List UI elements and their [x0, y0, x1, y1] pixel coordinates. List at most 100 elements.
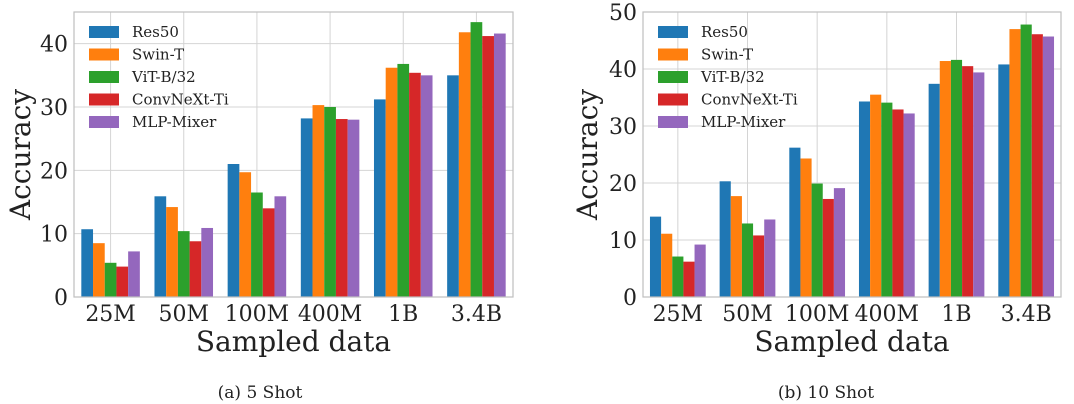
- bar: [858, 101, 871, 298]
- legend-swatch: [658, 26, 688, 38]
- bar: [312, 105, 325, 297]
- panel-10-shot: 0 10 20 30 40 50 25M 50M 100M 400M 1B 3.4B Sampled d…: [571, 1, 1062, 403]
- bar: [470, 22, 483, 298]
- plot-area: [74, 12, 513, 297]
- plot-frame: [73, 11, 514, 298]
- bar: [397, 63, 410, 297]
- bar: [649, 216, 662, 297]
- x-tick-label: 3.4B: [451, 302, 502, 327]
- bar: [227, 164, 240, 297]
- plot-frame: [642, 11, 1062, 298]
- bar: [661, 233, 673, 297]
- bar: [719, 181, 731, 297]
- y-axis-label: Accuracy: [571, 89, 604, 221]
- bar: [493, 33, 506, 298]
- legend: Res50 Swin-T ViT-B/32 ConvNeXt-Ti MLP-Mixer: [658, 23, 798, 131]
- bar: [482, 36, 494, 298]
- bar: [409, 72, 421, 297]
- bar: [201, 227, 214, 297]
- legend-swatch: [89, 116, 119, 128]
- legend-label: ConvNeXt-Ti: [132, 91, 229, 109]
- bar: [300, 118, 313, 298]
- legend-label: Res50: [701, 23, 748, 41]
- bar: [764, 219, 776, 297]
- legend-swatch: [658, 71, 688, 83]
- legend-swatch: [658, 93, 688, 106]
- y-tick-label: 40: [609, 58, 637, 83]
- bar: [870, 94, 882, 298]
- x-axis-label: Sampled data: [754, 325, 949, 358]
- bar: [458, 32, 471, 298]
- bar: [177, 231, 190, 297]
- bar: [447, 75, 459, 297]
- bar: [694, 244, 706, 297]
- legend-swatch: [89, 26, 119, 38]
- bar: [81, 229, 94, 297]
- legend-swatch: [658, 116, 688, 128]
- legend-label: ConvNeXt-Ti: [701, 91, 798, 109]
- x-tick-label: 1B: [388, 302, 418, 327]
- panel-5-shot: 0 10 20 30 40 25M 50M 100M 400M 1B 3.4B Sampled dat…: [4, 11, 514, 403]
- bar: [420, 75, 433, 297]
- bar: [822, 198, 834, 297]
- x-tick-label: 100M: [785, 302, 850, 327]
- bar: [928, 83, 940, 297]
- x-tick-label: 1B: [941, 302, 971, 327]
- bar: [939, 61, 951, 297]
- bar: [1042, 36, 1055, 297]
- y-tick-label: 0: [54, 286, 68, 311]
- bar: [683, 261, 695, 297]
- x-axis-label: Sampled data: [196, 325, 391, 358]
- bar: [93, 243, 105, 297]
- bar: [154, 196, 167, 297]
- y-tick-label: 30: [609, 115, 637, 140]
- bar: [672, 256, 684, 297]
- bar: [892, 109, 904, 297]
- bar: [116, 266, 129, 297]
- bar: [104, 262, 117, 297]
- bar: [903, 113, 915, 298]
- bar: [881, 102, 893, 297]
- bar: [262, 208, 275, 297]
- bar: [251, 192, 263, 297]
- legend-label: ViT-B/32: [131, 68, 196, 86]
- subfigure-caption: (a) 5 Shot: [218, 383, 303, 403]
- y-axis-label: Accuracy: [4, 89, 37, 221]
- y-tick-label: 50: [609, 1, 637, 26]
- legend-label: MLP-Mixer: [132, 113, 217, 131]
- bar: [1031, 34, 1043, 297]
- x-tick-label: 50M: [158, 302, 209, 327]
- legend-swatch: [658, 48, 688, 61]
- y-tick-label: 30: [40, 96, 68, 121]
- bar: [335, 119, 348, 298]
- bar: [347, 119, 360, 298]
- subfigure-caption: (b) 10 Shot: [778, 383, 874, 403]
- legend-swatch: [89, 93, 119, 106]
- y-tick-label: 0: [623, 286, 637, 311]
- bar: [741, 223, 754, 297]
- bar: [998, 64, 1010, 297]
- bar: [1009, 29, 1021, 297]
- y-tick-label: 40: [40, 33, 68, 58]
- y-tick-label: 10: [40, 223, 68, 248]
- bar: [274, 196, 287, 297]
- bar: [730, 196, 742, 297]
- bar: [373, 99, 386, 298]
- bar: [324, 107, 336, 297]
- x-tick-label: 400M: [855, 302, 920, 327]
- bar: [189, 241, 202, 297]
- legend-swatch: [89, 71, 119, 83]
- y-tick-label: 20: [609, 172, 637, 197]
- bar: [166, 207, 178, 297]
- bar: [833, 188, 846, 297]
- legend-label: Res50: [132, 23, 179, 41]
- bar: [789, 147, 801, 297]
- y-tick-label: 20: [40, 159, 68, 184]
- x-tick-label: 25M: [85, 302, 136, 327]
- x-tick-label: 400M: [298, 302, 363, 327]
- bar: [800, 158, 812, 297]
- x-tick-label: 50M: [722, 302, 773, 327]
- bar: [753, 235, 765, 297]
- bar: [973, 72, 985, 297]
